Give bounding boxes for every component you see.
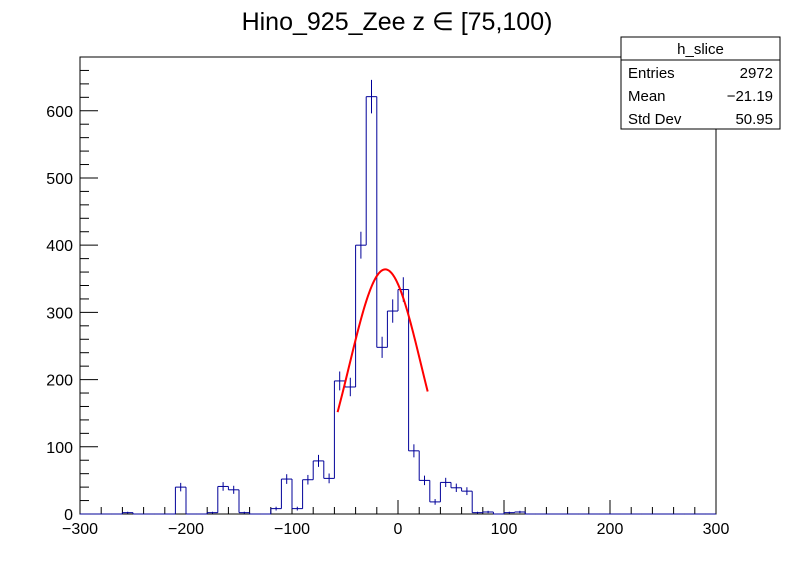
gaussian-fit-curve — [336, 268, 429, 413]
x-tick-label: −300 — [62, 521, 98, 538]
stats-label: Std Dev — [628, 111, 682, 128]
y-tick-label: 200 — [46, 373, 73, 390]
x-tick-label: 0 — [394, 521, 403, 538]
stats-label: Entries — [628, 65, 675, 82]
y-tick-label: 600 — [46, 104, 73, 121]
x-tick-label: 200 — [597, 521, 624, 538]
y-tick-label: 0 — [64, 507, 73, 524]
y-tick-label: 400 — [46, 238, 73, 255]
stats-box-frame — [620, 36, 781, 130]
x-tick-label: −100 — [274, 521, 310, 538]
stats-label: Mean — [628, 88, 666, 105]
x-tick-label: 300 — [703, 521, 730, 538]
stats-value: 50.95 — [735, 111, 773, 128]
plot-area: −300 −200 −100 0 100 200 300 0 100 200 300 400 500 60… — [46, 56, 730, 538]
stats-box-title: h_slice — [677, 41, 724, 58]
y-tick-label: 500 — [46, 171, 73, 188]
x-tick-label: −200 — [168, 521, 204, 538]
stats-value: −21.19 — [727, 88, 773, 105]
chart-title: Hino_925_Zee z ∈ [75,100) — [242, 8, 553, 36]
y-tick-label: 300 — [46, 305, 73, 322]
y-tick-label: 100 — [46, 440, 73, 457]
x-tick-label: 100 — [491, 521, 518, 538]
stats-value: 2972 — [740, 65, 773, 82]
